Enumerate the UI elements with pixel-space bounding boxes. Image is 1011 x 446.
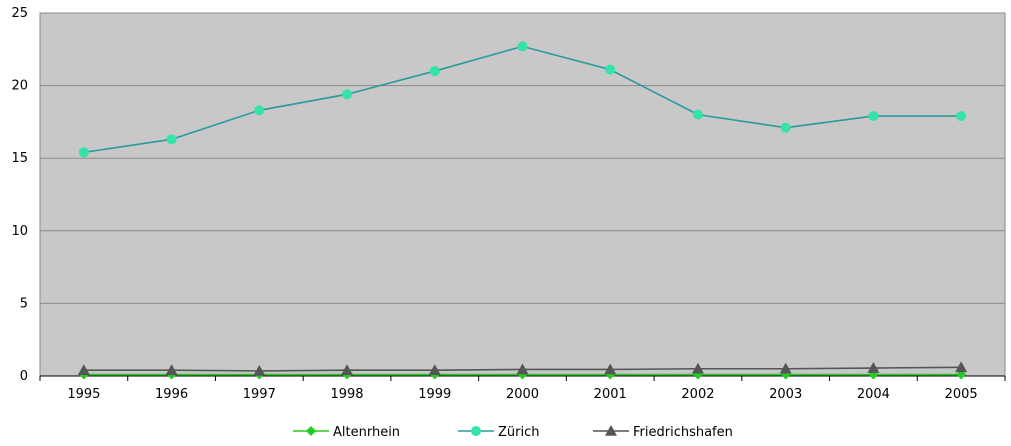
- y-tick-label: 15: [11, 151, 28, 166]
- data-point: [341, 364, 354, 375]
- x-tick-label: 2001: [594, 387, 627, 402]
- x-tick-label: 2002: [681, 387, 714, 402]
- legend-marker: [471, 426, 481, 436]
- y-tick-label: 20: [11, 79, 28, 94]
- data-point: [342, 89, 353, 100]
- data-point: [165, 364, 178, 375]
- x-tick-label: 1997: [243, 387, 276, 402]
- legend-label: Zürich: [498, 425, 540, 440]
- y-tick-label: 0: [20, 369, 28, 384]
- plot-area: [39, 12, 1006, 377]
- data-point: [692, 109, 703, 120]
- data-point: [77, 364, 90, 375]
- x-tick-label: 1996: [155, 387, 188, 402]
- data-point: [868, 111, 879, 122]
- y-tick-label: 5: [20, 296, 28, 311]
- data-point: [780, 122, 791, 133]
- x-tick-label: 2003: [769, 387, 802, 402]
- legend-item: Zürich: [458, 425, 540, 440]
- legend: Altenrhein Zürich Friedrichshafen: [293, 425, 733, 440]
- data-point: [78, 147, 89, 158]
- legend-item: Friedrichshafen: [593, 425, 733, 440]
- data-point: [517, 41, 528, 52]
- data-point: [429, 66, 440, 77]
- data-point: [956, 111, 967, 122]
- series-z-rich: [78, 41, 967, 158]
- x-tick-label: 2000: [506, 387, 539, 402]
- x-tick-label: 1999: [418, 387, 451, 402]
- legend-label: Altenrhein: [333, 425, 400, 440]
- legend-marker: [306, 426, 316, 436]
- data-point: [254, 105, 265, 116]
- grid-lines: [40, 12, 1005, 304]
- data-point: [605, 64, 616, 75]
- legend-item: Altenrhein: [293, 425, 400, 440]
- y-tick-label: 25: [11, 6, 28, 21]
- x-tick-label: 1995: [67, 387, 100, 402]
- data-point: [691, 362, 704, 374]
- data-point: [604, 363, 617, 375]
- x-tick-label: 2005: [945, 387, 978, 402]
- legend-marker: [605, 425, 617, 436]
- series-friedrichshafen: [77, 361, 968, 376]
- y-tick-label: 10: [11, 224, 28, 239]
- data-point: [428, 364, 441, 375]
- data-point: [516, 363, 529, 375]
- data-point: [867, 362, 880, 373]
- data-point: [253, 364, 266, 376]
- x-tick-label: 2004: [857, 387, 890, 402]
- data-point: [955, 361, 968, 373]
- series-layer: [77, 41, 968, 380]
- x-tick-label: 1998: [330, 387, 363, 402]
- data-point: [779, 362, 792, 374]
- legend-label: Friedrichshafen: [633, 425, 733, 440]
- data-point: [166, 134, 177, 145]
